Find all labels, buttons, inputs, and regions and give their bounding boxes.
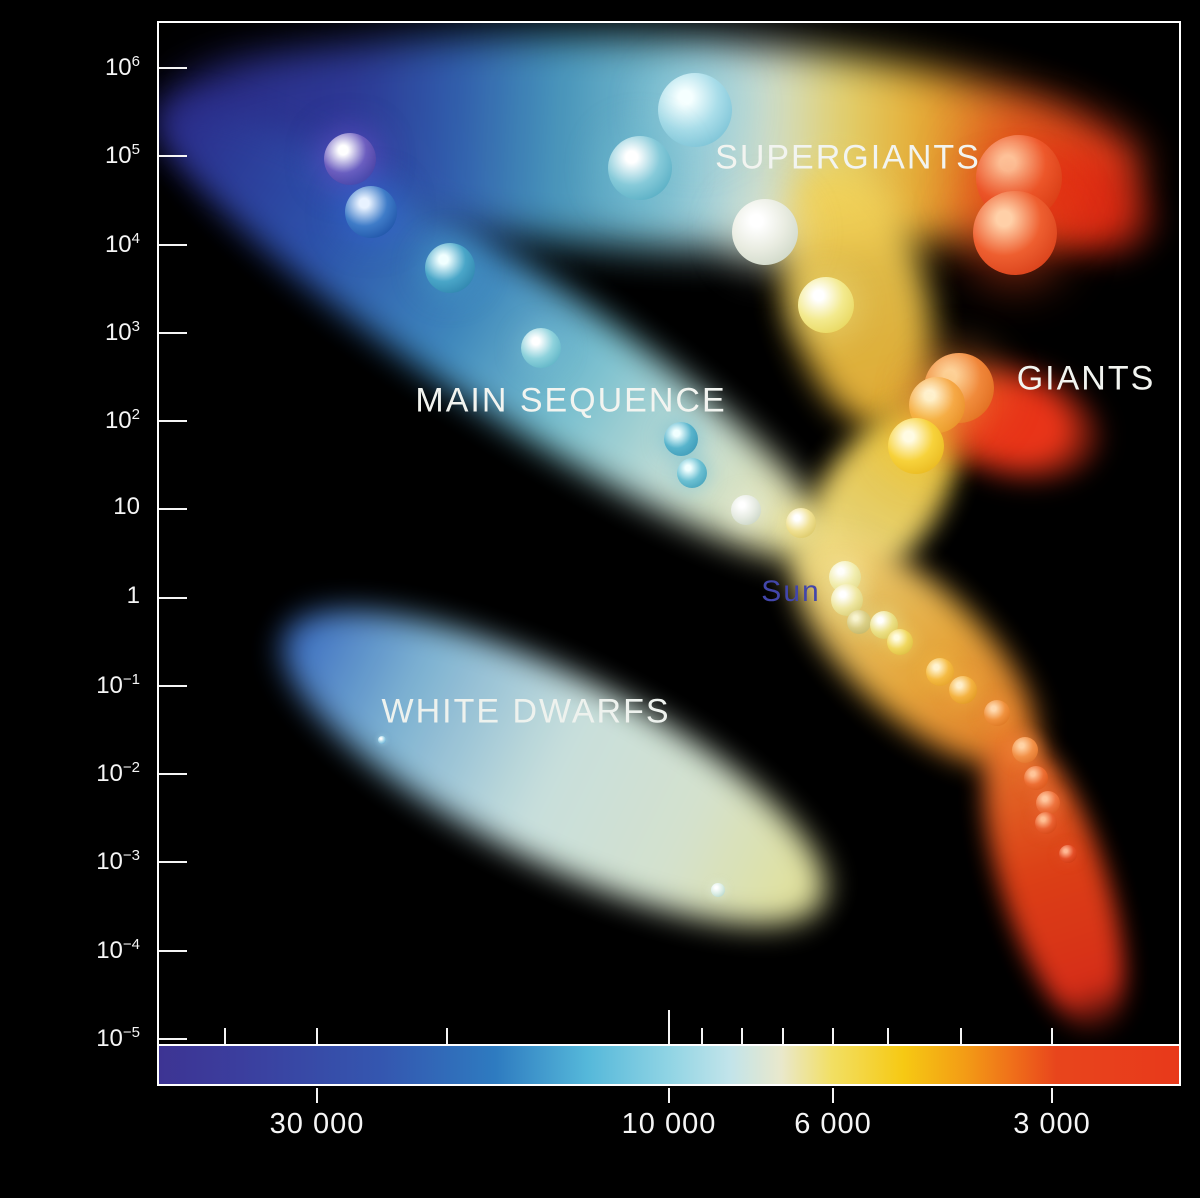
x-tick-above-40000 (224, 1028, 226, 1044)
x-tick-label: 10 000 (621, 1108, 717, 1140)
y-tick-0.00001 (159, 1038, 187, 1040)
star-main-sequence (345, 186, 397, 238)
region-label-supergiants: SUPERGIANTS (715, 138, 981, 177)
cloud-ms-lower-red (954, 713, 1154, 1044)
star-supergiants (658, 73, 732, 147)
region-label-sun: Sun (761, 575, 821, 608)
y-tick-1000000 (159, 67, 187, 69)
region-label-white-dwarfs: WHITE DWARFS (381, 692, 671, 731)
x-tick-above-4000 (960, 1028, 962, 1044)
y-tick-10000 (159, 244, 187, 246)
star-main-sequence (847, 610, 871, 634)
y-tick-0.01 (159, 773, 187, 775)
star-supergiants (732, 199, 798, 265)
star-main-sequence (786, 508, 816, 538)
x-tick-above-10000 (668, 1010, 670, 1044)
y-tick-0.001 (159, 861, 187, 863)
star-main-sequence (1012, 737, 1038, 763)
star-main-sequence (664, 422, 698, 456)
star-main-sequence (324, 133, 376, 185)
y-tick-label: 106 (104, 53, 140, 81)
y-tick-label: 10−1 (96, 671, 140, 699)
y-tick-label: 10−5 (96, 1024, 140, 1052)
x-tick-label: 6 000 (794, 1108, 872, 1140)
y-tick-label: 10−2 (96, 759, 140, 787)
temperature-colorbar (157, 1044, 1181, 1086)
star-supergiants (798, 277, 854, 333)
x-tick-above-6000 (832, 1028, 834, 1044)
x-tick-above-3000 (1051, 1028, 1053, 1044)
star-white-dwarfs (711, 883, 725, 897)
x-tick-label: 3 000 (1013, 1108, 1091, 1140)
y-tick-label: 105 (104, 141, 140, 169)
x-tick-above-8000 (741, 1028, 743, 1044)
y-tick-label: 102 (104, 406, 140, 434)
star-main-sequence (1035, 812, 1057, 834)
y-tick-100000 (159, 155, 187, 157)
x-tick-below-10000 (668, 1088, 670, 1103)
star-main-sequence (521, 328, 561, 368)
y-tick-10 (159, 508, 187, 510)
x-tick-above-30000 (316, 1028, 318, 1044)
region-label-main-sequence: MAIN SEQUENCE (415, 381, 727, 420)
x-tick-below-30000 (316, 1088, 318, 1103)
cloud-white-dwarfs-cloud (244, 550, 864, 984)
star-main-sequence (1059, 845, 1077, 863)
star-main-sequence (984, 700, 1010, 726)
x-tick-below-3000 (1051, 1088, 1053, 1103)
y-tick-100 (159, 420, 187, 422)
y-tick-label: 10 (113, 493, 140, 520)
star-main-sequence (887, 629, 913, 655)
star-supergiants (608, 136, 672, 200)
star-supergiants (973, 191, 1057, 275)
y-tick-label: 10−3 (96, 847, 140, 875)
star-main-sequence (949, 676, 977, 704)
star-main-sequence (731, 495, 761, 525)
x-tick-below-6000 (832, 1088, 834, 1103)
star-main-sequence (425, 243, 475, 293)
y-tick-1 (159, 597, 187, 599)
y-tick-0.0001 (159, 950, 187, 952)
x-tick-above-7000 (782, 1028, 784, 1044)
star-main-sequence (677, 458, 707, 488)
plot-area: SUPERGIANTS GIANTS MAIN SEQUENCE WHITE DWAR… (157, 21, 1181, 1044)
x-tick-above-20000 (446, 1028, 448, 1044)
star-main-sequence (926, 658, 954, 686)
x-tick-label: 30 000 (269, 1108, 365, 1140)
star-main-sequence (1036, 791, 1060, 815)
y-tick-0.1 (159, 685, 187, 687)
y-tick-label: 10−4 (96, 936, 140, 964)
star-main-sequence (1024, 766, 1048, 790)
y-tick-label: 104 (104, 230, 140, 258)
y-tick-label: 103 (104, 318, 140, 346)
x-tick-above-9000 (701, 1028, 703, 1044)
x-tick-above-5000 (887, 1028, 889, 1044)
y-tick-label: 1 (126, 582, 140, 609)
y-tick-1000 (159, 332, 187, 334)
star-white-dwarfs (378, 736, 386, 744)
region-label-giants: GIANTS (1016, 359, 1156, 398)
star-giants (888, 418, 944, 474)
